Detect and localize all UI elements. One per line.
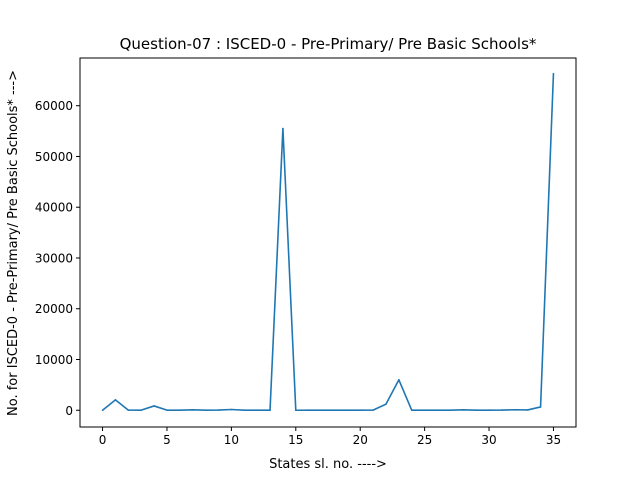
x-tick-label: 25 <box>417 433 432 447</box>
data-point <box>269 409 271 412</box>
y-axis-ticks: 0 10000 20000 30000 40000 50000 60000 <box>35 99 80 418</box>
data-point <box>359 409 362 411</box>
data-point <box>333 409 336 412</box>
data-point <box>191 409 194 411</box>
data-point <box>256 409 258 412</box>
data-point <box>140 409 142 411</box>
data-point <box>488 409 490 411</box>
data-point <box>514 408 516 411</box>
y-tick-label: 10000 <box>35 353 73 367</box>
x-tick-label: 10 <box>224 433 239 447</box>
y-tick-label: 40000 <box>35 201 73 215</box>
data-point <box>423 409 426 412</box>
data-point <box>294 409 297 412</box>
data-point <box>243 409 246 411</box>
x-tick-label: 5 <box>163 433 171 447</box>
data-point <box>101 409 104 412</box>
data-point <box>230 408 233 411</box>
data-point <box>526 409 529 411</box>
data-point <box>462 409 465 411</box>
data-point <box>539 406 542 408</box>
data-point <box>320 409 323 412</box>
y-axis-label: No. for ISCED-0 - Pre-Primary/ Pre Basic… <box>6 70 21 416</box>
chart-title: Question-07 : ISCED-0 - Pre-Primary/ Pre… <box>120 35 537 53</box>
x-axis-ticks: 0 5 10 15 20 25 30 35 <box>99 427 561 447</box>
x-tick-label: 20 <box>353 433 368 447</box>
data-point <box>153 405 155 407</box>
x-tick-label: 0 <box>99 433 107 447</box>
data-point <box>346 409 349 412</box>
data-point <box>501 409 503 411</box>
y-tick-label: 60000 <box>35 99 73 113</box>
data-point <box>114 399 117 401</box>
x-tick-label: 15 <box>288 433 303 447</box>
x-tick-label: 30 <box>481 433 496 447</box>
data-point <box>282 127 284 130</box>
data-point <box>398 379 400 381</box>
series-line <box>102 73 555 412</box>
x-tick-label: 35 <box>546 433 561 447</box>
data-point <box>372 409 374 411</box>
y-tick-label: 20000 <box>35 302 73 316</box>
data-point <box>307 409 310 412</box>
data-point <box>436 409 439 412</box>
plot-frame <box>79 57 577 428</box>
data-point <box>449 409 452 412</box>
x-axis-label: States sl. no. ----> <box>269 457 387 472</box>
data-point <box>127 409 130 411</box>
data-point <box>475 409 477 412</box>
y-tick-label: 30000 <box>35 251 73 265</box>
data-point <box>166 409 168 411</box>
data-point <box>385 403 387 405</box>
data-point <box>217 409 220 411</box>
data-point <box>552 72 555 75</box>
data-point <box>179 409 181 412</box>
plot-area <box>101 72 555 412</box>
y-tick-label: 50000 <box>35 150 73 164</box>
data-point <box>204 409 207 411</box>
y-tick-label: 0 <box>65 404 73 418</box>
data-point <box>410 409 413 412</box>
